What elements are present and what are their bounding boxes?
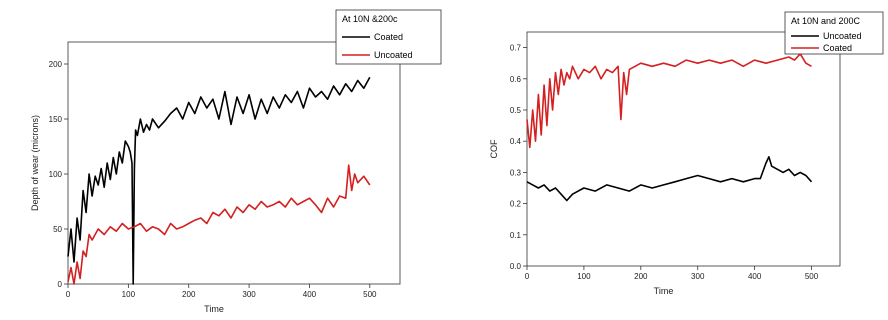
series-line-coated	[67, 76, 371, 285]
legend: At 10N &200c Coated Uncoated	[335, 9, 442, 65]
y-tick-label: 50	[53, 225, 62, 234]
x-tick-label: 500	[363, 290, 377, 299]
x-tick-label: 300	[691, 272, 705, 281]
plot-frame	[67, 41, 401, 285]
y-tick-label: 0.2	[510, 200, 522, 209]
tick-group: 0 100 200 300 400 500 0 50 100 150 200	[49, 60, 377, 299]
depth-of-wear-chart: 0 100 200 300 400 500 0 50 100 150 200 Time Depth …	[30, 9, 442, 314]
y-tick-label: 100	[49, 170, 63, 179]
y-tick-label: 0.5	[510, 106, 522, 115]
series-group	[526, 52, 813, 202]
x-tick-label: 400	[748, 272, 762, 281]
series-group	[67, 76, 371, 285]
series-line-uncoated	[67, 164, 371, 285]
legend-title: At 10N and 200C	[791, 16, 861, 26]
y-tick-label: 0.7	[510, 44, 522, 53]
x-tick-label: 400	[303, 290, 317, 299]
y-tick-label: 150	[49, 115, 63, 124]
series-line-coated	[526, 52, 812, 149]
x-axis-label: Time	[204, 304, 224, 314]
x-tick-label: 500	[805, 272, 819, 281]
y-tick-label: 0.1	[510, 231, 522, 240]
x-tick-label: 100	[122, 290, 136, 299]
y-axis-label: COF	[489, 139, 499, 159]
cof-chart: 0 100 200 300 400 500 0.0 0.1 0.2 0.3 0.4 0.5 0.6 0.7…	[489, 11, 884, 296]
legend-box	[784, 11, 884, 55]
legend-entry-uncoated: Uncoated	[374, 50, 413, 60]
y-axis-label: Depth of wear (microns)	[30, 115, 40, 211]
y-tick-label: 0.3	[510, 168, 522, 177]
y-tick-label: 0	[58, 280, 63, 289]
y-tick-label: 0.6	[510, 75, 522, 84]
legend-entry-uncoated: Uncoated	[823, 31, 862, 41]
x-tick-label: 200	[634, 272, 648, 281]
plot-frame	[526, 31, 841, 267]
legend-entry-coated: Coated	[374, 32, 403, 42]
y-tick-label: 0.4	[510, 137, 522, 146]
x-tick-label: 0	[66, 290, 71, 299]
tick-group: 0 100 200 300 400 500 0.0 0.1 0.2 0.3 0.4 0.5 0.6 0.7	[510, 44, 819, 281]
x-tick-label: 100	[577, 272, 591, 281]
x-tick-label: 0	[525, 272, 530, 281]
x-tick-label: 300	[242, 290, 256, 299]
legend-entry-coated: Coated	[823, 43, 852, 53]
y-tick-label: 200	[49, 60, 63, 69]
legend-title: At 10N &200c	[342, 14, 398, 24]
x-axis-label: Time	[654, 286, 674, 296]
y-tick-label: 0.0	[510, 262, 522, 271]
series-line-uncoated	[526, 156, 813, 202]
legend: At 10N and 200C Uncoated Coated	[784, 11, 884, 55]
x-tick-label: 200	[182, 290, 196, 299]
